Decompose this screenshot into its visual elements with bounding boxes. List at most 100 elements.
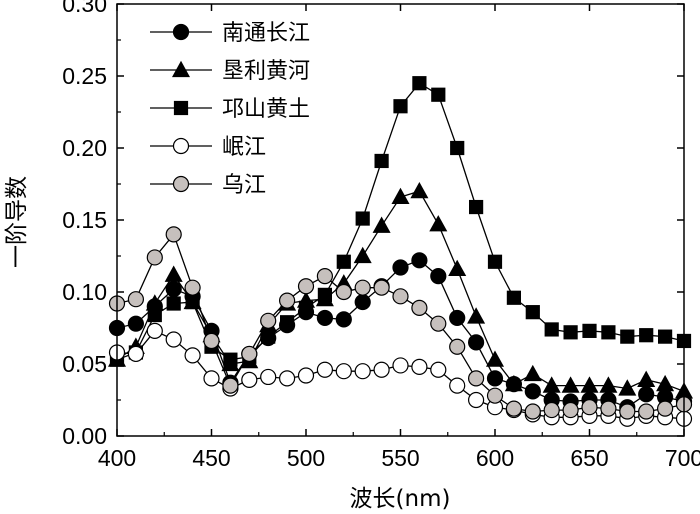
- data-point: [430, 315, 447, 332]
- data-point: [469, 199, 484, 215]
- legend-entry: 邛山黄土: [150, 97, 310, 122]
- data-point: [410, 181, 429, 199]
- data-point: [506, 290, 521, 305]
- data-point: [279, 370, 296, 387]
- y-tick-label: 0.00: [62, 423, 107, 449]
- data-point: [147, 307, 162, 323]
- legend-entry: 乌江: [150, 173, 266, 198]
- data-point: [166, 296, 181, 311]
- data-point: [165, 226, 182, 243]
- data-point: [317, 287, 332, 302]
- data-point: [260, 312, 277, 329]
- legend-label: 南通长江: [222, 21, 310, 46]
- data-point: [223, 352, 238, 367]
- data-point: [393, 99, 408, 114]
- data-point: [335, 283, 352, 301]
- data-point: [411, 358, 428, 375]
- data-point: [280, 315, 295, 330]
- data-point: [580, 376, 599, 393]
- data-point: [430, 268, 447, 285]
- data-point: [391, 187, 410, 205]
- data-point: [374, 153, 389, 169]
- data-point: [392, 288, 409, 305]
- data-point: [354, 363, 371, 380]
- series-3: [109, 76, 692, 367]
- y-tick-label: 0.10: [62, 279, 107, 305]
- x-tick-label: 650: [570, 445, 608, 471]
- data-point: [486, 387, 504, 404]
- data-point: [619, 403, 636, 420]
- data-point: [449, 377, 466, 394]
- series-5: [108, 226, 693, 420]
- y-tick-label: 0.20: [62, 135, 107, 161]
- data-point: [354, 279, 371, 296]
- y-tick-label: 0.25: [62, 63, 107, 89]
- legend-marker: [172, 175, 190, 193]
- y-tick-label: 0.15: [62, 207, 107, 233]
- data-point: [618, 379, 637, 396]
- data-point: [184, 347, 201, 364]
- x-tick-label: 500: [287, 445, 325, 471]
- data-point: [561, 376, 580, 393]
- data-point: [354, 293, 371, 311]
- data-point: [639, 328, 654, 343]
- data-point: [450, 140, 465, 156]
- data-point: [165, 331, 182, 348]
- data-point: [297, 367, 315, 384]
- legend-marker: [171, 60, 191, 78]
- data-point: [241, 371, 258, 388]
- data-point: [127, 291, 144, 308]
- data-point: [637, 370, 656, 387]
- data-point: [468, 391, 485, 409]
- y-tick-label: 0.05: [62, 351, 107, 377]
- data-point: [412, 76, 427, 91]
- data-point: [298, 300, 314, 315]
- data-point: [336, 254, 351, 269]
- data-point: [468, 370, 485, 387]
- data-point: [448, 259, 467, 277]
- data-point: [487, 254, 503, 269]
- data-point: [601, 325, 616, 340]
- data-point: [127, 315, 144, 332]
- data-point: [411, 252, 428, 269]
- data-point: [467, 307, 486, 324]
- data-point: [620, 329, 635, 344]
- data-point: [505, 400, 523, 417]
- data-point: [449, 309, 466, 327]
- data-point: [638, 386, 655, 403]
- legend-label: 岷江: [222, 135, 266, 160]
- data-point: [430, 361, 447, 378]
- data-point: [146, 322, 163, 339]
- legend-label: 邛山黄土: [222, 97, 310, 122]
- data-point: [523, 364, 542, 382]
- data-point: [449, 338, 466, 355]
- data-point: [657, 329, 673, 344]
- legend-entry: 岷江: [150, 135, 266, 160]
- plot-series: [107, 76, 694, 427]
- data-point: [260, 368, 277, 386]
- x-tick-label: 700: [665, 445, 700, 471]
- data-point: [525, 305, 540, 320]
- x-axis-label: 波长(nm): [350, 486, 451, 512]
- x-tick-label: 550: [381, 445, 419, 471]
- data-point: [353, 246, 372, 264]
- x-tick-label: 450: [192, 445, 230, 471]
- data-point: [485, 350, 505, 367]
- legend-entry: 南通长江: [150, 21, 310, 46]
- data-point: [504, 374, 523, 392]
- data-point: [373, 361, 390, 378]
- data-point: [184, 279, 201, 296]
- data-point: [373, 279, 390, 296]
- data-point: [297, 278, 315, 295]
- data-point: [468, 334, 485, 351]
- data-point: [582, 323, 597, 338]
- data-point: [222, 377, 239, 394]
- data-point: [599, 376, 618, 393]
- data-point: [656, 400, 674, 417]
- data-point: [316, 309, 333, 327]
- legend-marker: [173, 100, 189, 116]
- data-point: [411, 299, 428, 316]
- axes: 400 450 500 550 600 650 700 0.00 0.05 0.10 0.15 0.2…: [62, 0, 700, 471]
- data-point: [146, 249, 163, 266]
